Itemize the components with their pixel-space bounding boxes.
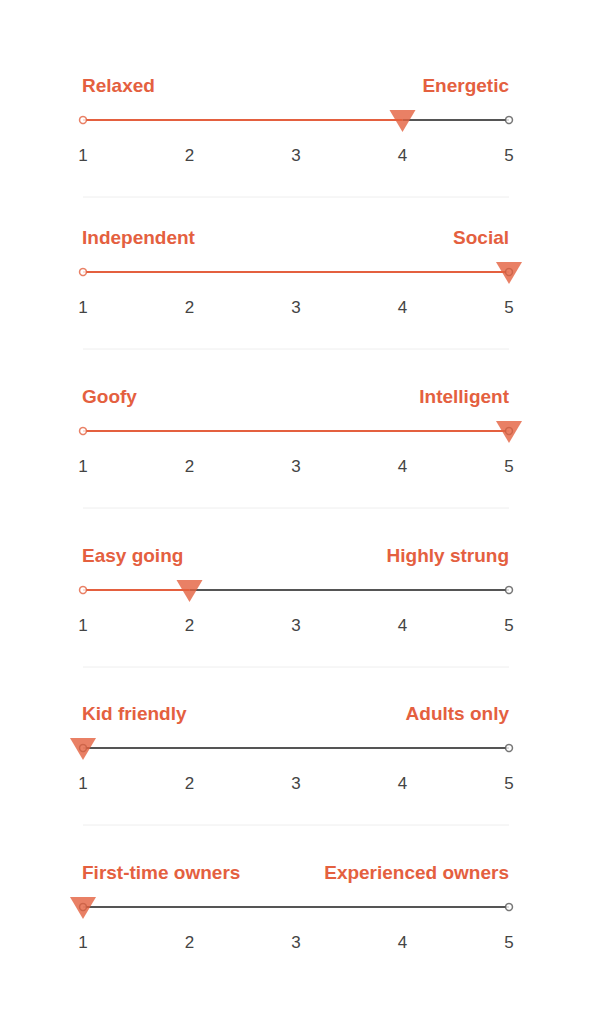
svg-text:1: 1 [78,933,87,952]
svg-text:4: 4 [398,457,407,476]
svg-text:Adults only: Adults only [406,703,510,724]
svg-text:5: 5 [504,146,513,165]
svg-text:Goofy: Goofy [82,386,137,407]
svg-text:2: 2 [185,457,194,476]
svg-text:4: 4 [398,774,407,793]
svg-text:2: 2 [185,774,194,793]
svg-text:Highly strung: Highly strung [387,545,509,566]
svg-text:5: 5 [504,457,513,476]
svg-text:Social: Social [453,227,509,248]
svg-text:First-time owners: First-time owners [82,862,240,883]
svg-text:2: 2 [185,298,194,317]
svg-text:1: 1 [78,616,87,635]
svg-text:Energetic: Energetic [422,75,509,96]
svg-text:1: 1 [78,298,87,317]
svg-text:2: 2 [185,146,194,165]
svg-text:Independent: Independent [82,227,196,248]
svg-text:3: 3 [291,146,300,165]
svg-text:4: 4 [398,146,407,165]
svg-text:Experienced owners: Experienced owners [324,862,509,883]
svg-text:Intelligent: Intelligent [419,386,509,407]
svg-text:Easy going: Easy going [82,545,183,566]
svg-text:5: 5 [504,616,513,635]
svg-text:1: 1 [78,774,87,793]
svg-text:Kid friendly: Kid friendly [82,703,187,724]
svg-text:2: 2 [185,933,194,952]
svg-text:2: 2 [185,616,194,635]
svg-text:3: 3 [291,774,300,793]
svg-text:1: 1 [78,457,87,476]
svg-text:4: 4 [398,298,407,317]
svg-text:3: 3 [291,616,300,635]
svg-text:3: 3 [291,298,300,317]
svg-text:3: 3 [291,933,300,952]
svg-text:4: 4 [398,933,407,952]
svg-text:1: 1 [78,146,87,165]
svg-text:4: 4 [398,616,407,635]
svg-text:5: 5 [504,774,513,793]
svg-text:5: 5 [504,298,513,317]
svg-text:5: 5 [504,933,513,952]
svg-text:3: 3 [291,457,300,476]
svg-text:Relaxed: Relaxed [82,75,155,96]
